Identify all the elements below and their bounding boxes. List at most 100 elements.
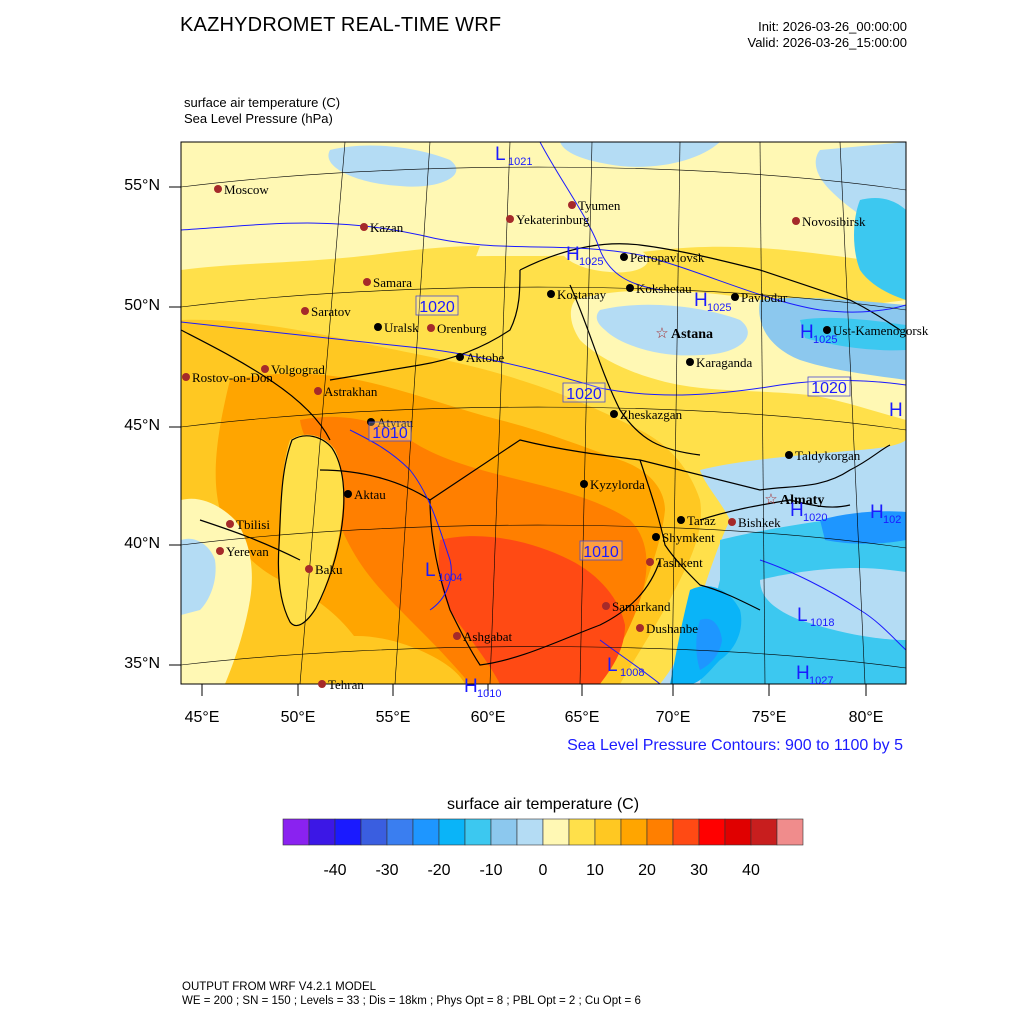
city-tbilisi: Tbilisi (226, 517, 270, 532)
low-pressure-center: L 1008 (607, 655, 644, 679)
contour-box-frame (579, 540, 623, 561)
lat-label: 45°N (124, 417, 160, 434)
city-aktobe: Aktobe (456, 350, 505, 365)
city-kyzylorda: Kyzylorda (580, 477, 645, 492)
contour-box-frame (415, 295, 459, 316)
city-dot (216, 547, 224, 555)
city-dushanbe: Dushanbe (636, 621, 698, 636)
city-shymkent: Shymkent (652, 530, 715, 545)
city-label: Tbilisi (236, 517, 270, 532)
contour-label-box: 1010 (368, 421, 412, 442)
colorbar-swatch (412, 818, 440, 846)
colorbar-label: -10 (479, 862, 503, 879)
pressure-letter: L (797, 605, 808, 626)
colorbar-label: -30 (375, 862, 399, 879)
high-pressure-center: H 1025 (800, 322, 837, 346)
city-label: Yekaterinburg (516, 212, 590, 227)
city-dot (301, 307, 309, 315)
city-dot (261, 365, 269, 373)
city-dot (686, 358, 694, 366)
city-label: Moscow (224, 182, 269, 197)
city-dot (610, 410, 618, 418)
colorbar-swatch (776, 818, 804, 846)
city-pavlodar: Pavlodar (731, 290, 788, 305)
colorbar-swatch (698, 818, 726, 846)
city-astrakhan: Astrakhan (314, 384, 378, 399)
city-yerevan: Yerevan (216, 544, 269, 559)
city-label: Ust-Kamenogorsk (833, 323, 929, 338)
pressure-letter: H (870, 502, 884, 523)
pressure-letter: L (495, 144, 506, 165)
field-label-temperature: surface air temperature (C) (184, 95, 341, 110)
city-dot (305, 565, 313, 573)
colorbar-swatch (646, 818, 674, 846)
colorbar-swatch (750, 818, 778, 846)
pressure-value: 1008 (620, 667, 644, 679)
city-dot (374, 323, 382, 331)
contour-value: 1010 (583, 544, 619, 561)
high-pressure-center: H 1025 (694, 290, 731, 314)
temperature-colorbar (282, 818, 804, 846)
contour-value: 1020 (566, 386, 602, 403)
capital-label: Astana (671, 327, 713, 342)
city-dot (728, 518, 736, 526)
lon-label: 50°E (280, 709, 316, 726)
city-yekaterinburg: Yekaterinburg (506, 212, 590, 227)
colorbar-swatch (464, 818, 492, 846)
city-label: Aktobe (466, 350, 505, 365)
city-label: Tashkent (656, 555, 703, 570)
city-label: Aktau (354, 487, 386, 502)
lat-label: 55°N (124, 177, 160, 194)
colorbar-swatch (334, 818, 362, 846)
colorbar-swatch (724, 818, 752, 846)
pressure-letter: L (607, 655, 618, 676)
capital-almaty: ☆ Almaty (764, 492, 824, 508)
contour-label-box: 1010 (579, 540, 623, 561)
city-dot (314, 387, 322, 395)
city-ashgabat: Ashgabat (453, 629, 512, 644)
colorbar-swatch (672, 818, 700, 846)
temperature-field (181, 142, 906, 684)
colorbar-label: 20 (638, 862, 656, 879)
contour-label-box: 1020 (415, 295, 459, 316)
city-dot (318, 680, 326, 688)
city-label: Samarkand (612, 599, 671, 614)
city-dot (731, 293, 739, 301)
init-time: Init: 2026-03-26_00:00:00 (758, 19, 907, 34)
city-dot (453, 632, 461, 640)
lat-label: 35°N (124, 655, 160, 672)
contour-box-frame (562, 382, 606, 403)
high-pressure-center: H 1020 (790, 500, 827, 524)
city-dot (427, 324, 435, 332)
city-rostov-on-don: Rostov-on-Don (182, 370, 273, 385)
city-dot (344, 490, 352, 498)
city-dot (620, 253, 628, 261)
city-label: Samara (373, 275, 412, 290)
city-dot (636, 624, 644, 632)
colorbar-swatch (490, 818, 518, 846)
city-tyumen: Tyumen (568, 198, 621, 213)
pressure-value: 102 (883, 514, 901, 526)
colorbar-swatch (360, 818, 388, 846)
slp-contour-note: Sea Level Pressure Contours: 900 to 1100… (567, 737, 903, 754)
city-dot (677, 516, 685, 524)
city-label: Tyumen (578, 198, 621, 213)
city-label: Atyrau (377, 415, 414, 430)
lat-label: 50°N (124, 297, 160, 314)
colorbar-swatch (308, 818, 336, 846)
colorbar-swatch (516, 818, 544, 846)
pressure-value: 1025 (813, 334, 837, 346)
pressure-letter: H (566, 244, 580, 265)
capital-label: Almaty (780, 493, 824, 508)
city-label: Pavlodar (741, 290, 788, 305)
city-label: Rostov-on-Don (192, 370, 273, 385)
city-label: Taraz (687, 513, 716, 528)
city-dot (792, 217, 800, 225)
city-saratov: Saratov (301, 304, 351, 319)
city-dot (506, 215, 514, 223)
colorbar-label: -20 (427, 862, 451, 879)
high-pressure-center: H (889, 400, 903, 421)
